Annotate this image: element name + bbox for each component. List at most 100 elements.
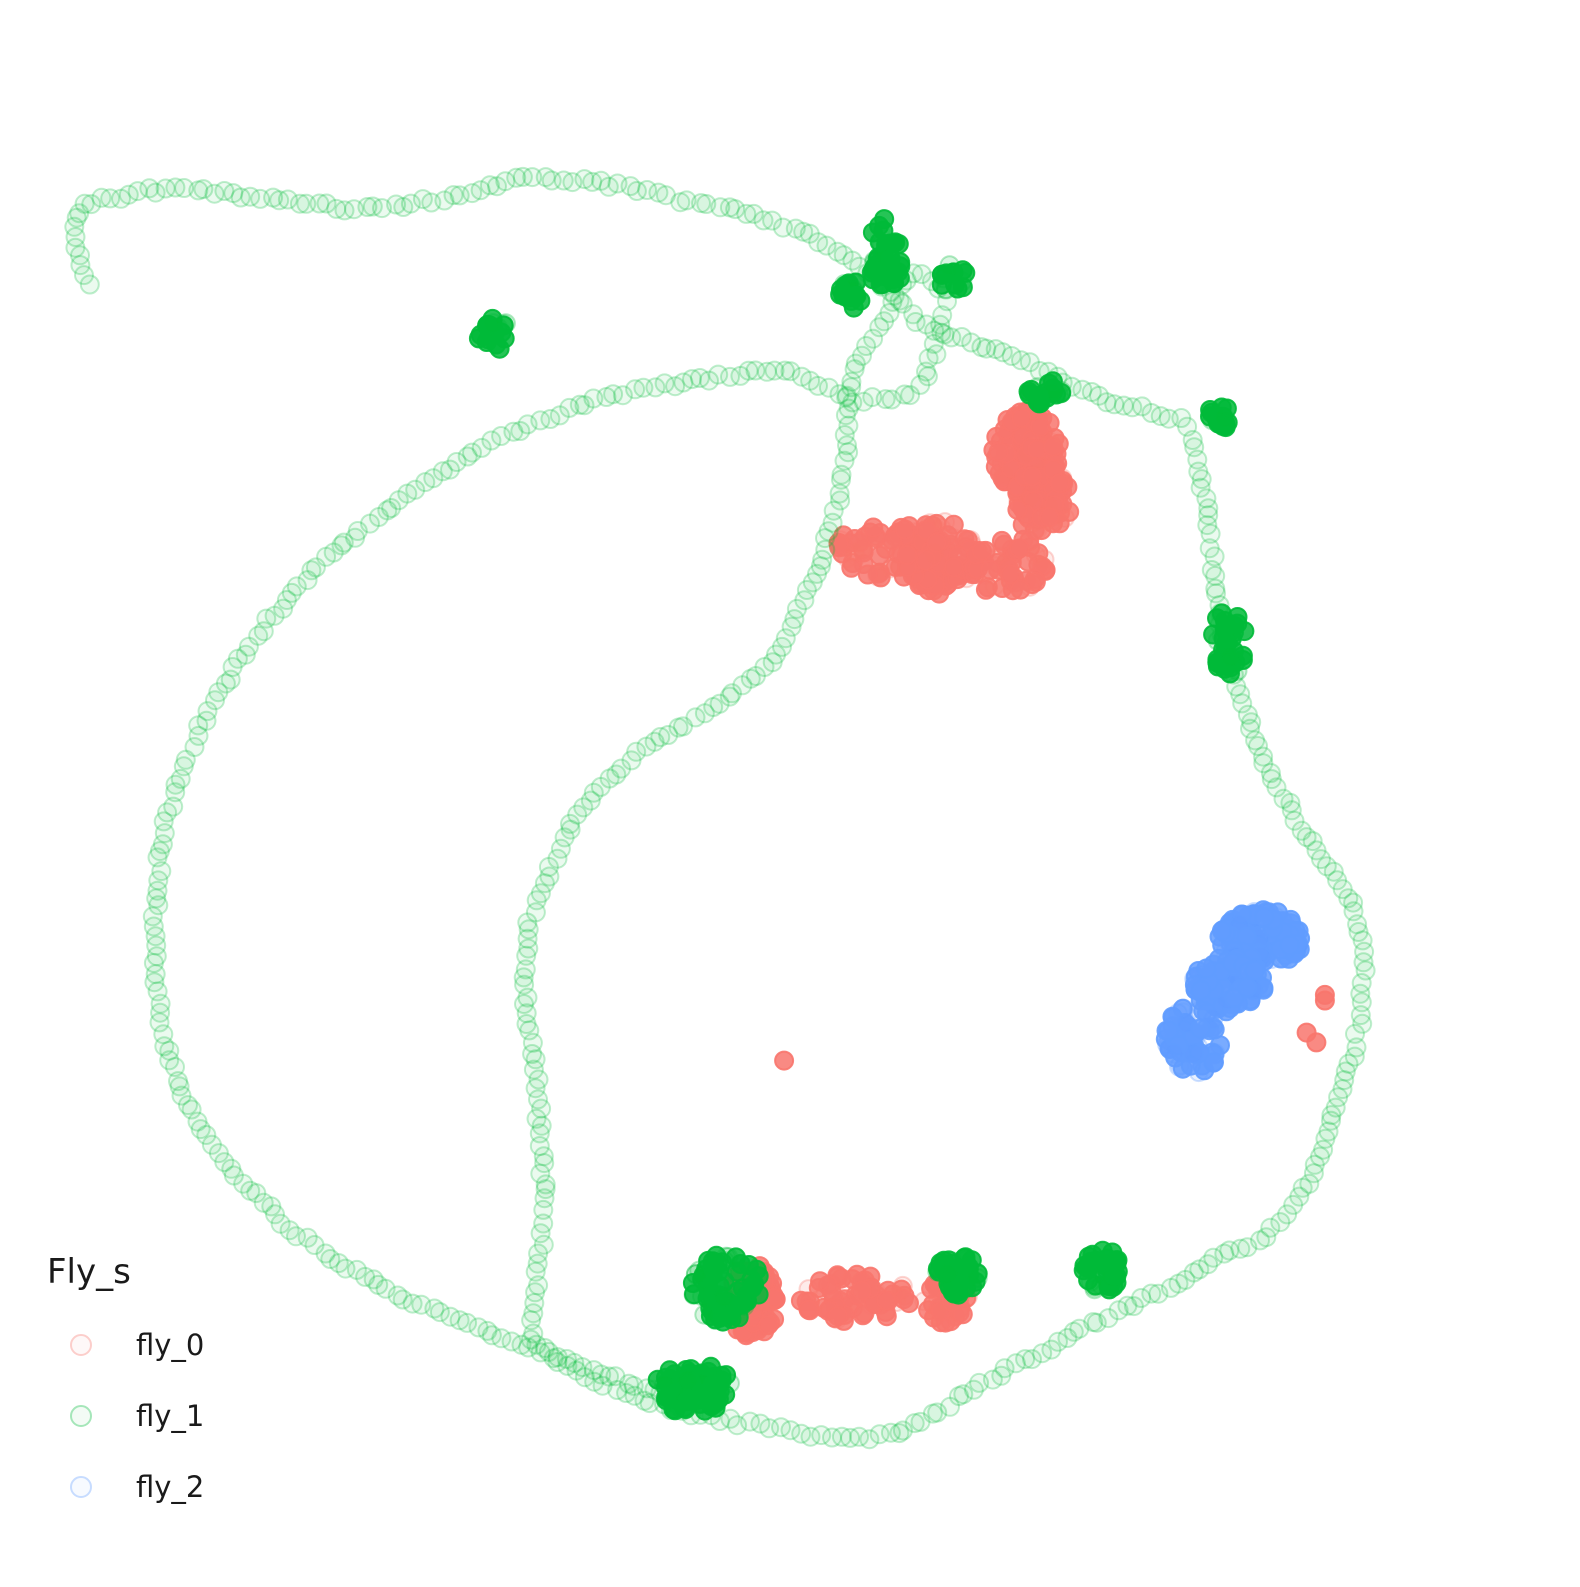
fly-1-trail-point — [471, 437, 492, 458]
fly-0-cluster-point — [881, 558, 902, 579]
fly-1-trail-point — [277, 189, 298, 210]
fly-1-trail-point — [971, 337, 992, 358]
fly-1-trail-point — [149, 841, 170, 862]
fly-1-trail-point — [1316, 856, 1337, 877]
fly-1-trail-point — [1335, 1061, 1356, 1082]
fly-1-trail-point — [1313, 1139, 1334, 1160]
fly-1-cluster-point — [830, 284, 851, 305]
fly-1-trail-point — [889, 1423, 910, 1444]
fly-1-trail-point — [812, 549, 833, 570]
fly-1-trail-point — [1072, 379, 1093, 400]
fly-1-trail-point — [1160, 1277, 1181, 1298]
fly-1-trail-point — [146, 935, 167, 956]
fly-1-trail-point — [725, 199, 746, 220]
fly-1-trail-point — [796, 580, 817, 600]
fly-1-trail-point — [1291, 820, 1312, 841]
fly-1-trail-point — [1237, 1237, 1258, 1258]
fly-1-trail-point — [560, 819, 581, 840]
fly-1-trail-point — [727, 1415, 748, 1436]
fly-1-trail-point — [1292, 1177, 1313, 1198]
fly-1-trail-point — [607, 173, 628, 194]
fly-1-trail-point — [1245, 730, 1266, 751]
fly-1-trail-point — [1306, 840, 1327, 861]
fly-1-trail-point — [673, 372, 694, 393]
fly-1-trail-point — [534, 1153, 555, 1174]
fly-1-trail-point — [753, 210, 774, 231]
fly-1-trail-point — [562, 172, 583, 193]
fly-0-cluster-point — [837, 548, 858, 569]
fly-1-trail-point — [516, 945, 537, 966]
fly-1-trail-point — [791, 366, 812, 387]
fly-1-trail-point — [153, 1024, 174, 1045]
fly-1-trail-point — [174, 178, 195, 198]
fly-1-trail-point — [506, 167, 527, 188]
fly-1-trail-point — [1122, 397, 1143, 418]
fly-0-cluster-point — [988, 441, 1009, 462]
fly-1-trail-point — [1204, 546, 1225, 567]
fly-0-cluster-point — [841, 557, 862, 578]
fly-1-cluster-point — [937, 1264, 958, 1285]
fly-1-trail-point — [807, 563, 827, 584]
fly-0-cluster-point — [851, 1280, 872, 1301]
fly-1-trail-point — [926, 344, 947, 365]
fly-1-trail-point — [368, 1274, 389, 1295]
fly-1-trail-point — [1123, 1296, 1144, 1317]
fly-1-cluster-point — [663, 1399, 684, 1420]
fly-1-trail-point — [523, 1323, 544, 1344]
fly-1-trail-point — [524, 1293, 545, 1313]
fly-1-trail-point — [214, 181, 235, 201]
fly-1-trail-point — [1323, 861, 1344, 882]
fly-1-trail-point — [1270, 1212, 1291, 1233]
fly-1-trail-point — [421, 192, 442, 213]
fly-1-cluster-point — [706, 1245, 727, 1266]
fly-1-trail-point — [526, 1108, 547, 1129]
fly-1-cluster-point — [1104, 1265, 1125, 1286]
fly-1-trail-point — [720, 1408, 741, 1429]
fly-1-trail-point — [904, 1413, 925, 1434]
fly-1-trail-point — [1015, 1349, 1036, 1370]
fly-1-trail-point — [722, 683, 742, 704]
fly-1-trail-point — [1177, 416, 1198, 437]
fly-1-trail-point — [208, 1143, 229, 1164]
fly-1-trail-point — [227, 648, 248, 669]
fly-1-trail-point — [852, 345, 872, 366]
fly-1-trail-point — [1182, 430, 1203, 450]
fly-1-trail-point — [743, 203, 764, 224]
fly-1-trail-point — [772, 636, 792, 657]
fly-1-trail-point — [196, 710, 217, 731]
fly-0-point — [774, 1050, 795, 1071]
fly-1-trail-point — [344, 199, 364, 220]
fly-1-trail-point — [181, 1099, 202, 1120]
fly-1-trail-point — [905, 312, 926, 332]
fly-1-trail-point — [522, 167, 543, 188]
fly-1-trail-point — [547, 1352, 568, 1372]
fly-2-cluster-point — [1196, 958, 1217, 979]
fly-1-trail-point — [881, 389, 902, 410]
fly-1-trail-point — [900, 385, 921, 406]
fly-1-trail-point — [328, 1253, 349, 1274]
fly-1-trail-point — [386, 194, 407, 215]
fly-1-trail-point — [240, 186, 261, 207]
fly-1-trail-point — [736, 203, 757, 224]
fly-0-cluster-point — [810, 1271, 830, 1292]
fly-1-trail-point — [220, 669, 241, 690]
fly-1-trail-point — [534, 1338, 555, 1358]
fly-1-trail-point — [764, 360, 785, 381]
fly-1-trail-point — [917, 366, 938, 387]
fly-1-trail-point — [808, 232, 829, 253]
fly-1-trail-point — [1355, 960, 1376, 981]
fly-1-trail-point — [238, 636, 259, 657]
fly-1-trail-point — [1327, 870, 1348, 891]
fly-1-trail-point — [1253, 753, 1274, 774]
fly-1-trail-point — [931, 322, 952, 343]
fly-1-trail-point — [853, 391, 874, 412]
fly-0-cluster-point — [1000, 564, 1021, 585]
fly-1-trail-point — [982, 1369, 1003, 1390]
fly-1-trail-point — [842, 392, 863, 413]
fly-1-trail-point — [829, 384, 850, 405]
fly-1-trail-point — [197, 701, 218, 722]
fly-1-trail-point — [392, 1289, 413, 1310]
fly-1-trail-point — [1232, 693, 1253, 714]
fly-1-trail-point — [449, 1310, 470, 1331]
fly-1-trail-point — [862, 387, 883, 408]
